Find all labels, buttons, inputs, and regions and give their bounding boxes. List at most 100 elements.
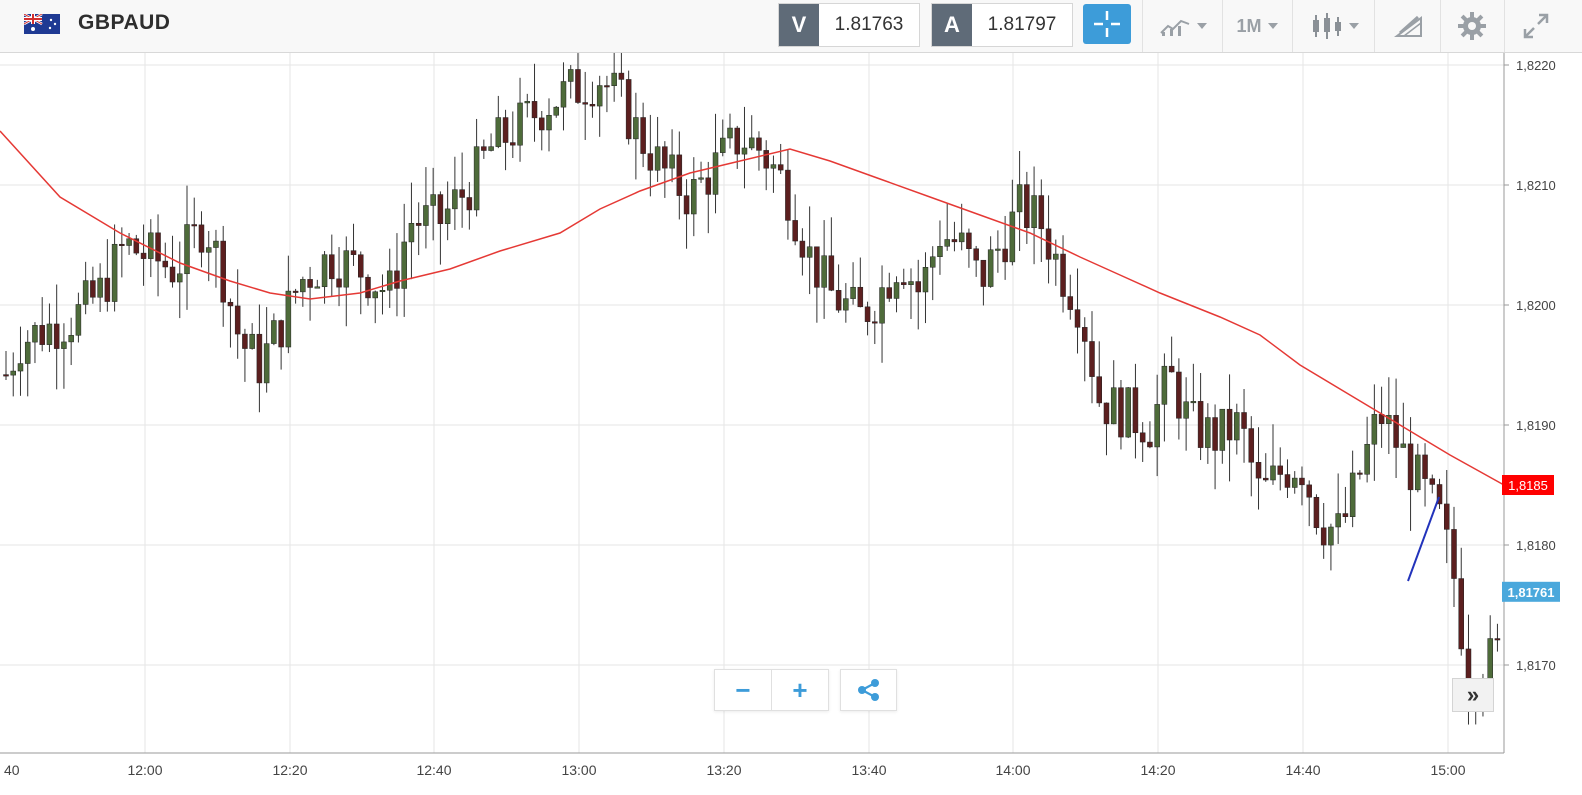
candle-body: [879, 287, 885, 324]
candle-body: [473, 146, 480, 211]
share-button[interactable]: [840, 669, 897, 711]
candle-body: [1176, 371, 1182, 419]
candle-body: [1284, 474, 1291, 488]
candle-body: [1125, 387, 1131, 438]
candle-body: [1024, 184, 1030, 228]
line-chart-icon: [1160, 19, 1190, 36]
candle-body: [872, 321, 878, 324]
candle-body: [205, 247, 212, 253]
sell-price: 1.81763: [834, 14, 904, 35]
x-tick-label: 40: [4, 762, 20, 778]
candle-body: [1263, 477, 1269, 481]
candle-body: [1494, 638, 1501, 641]
candle-body: [227, 301, 234, 307]
candle-body: [386, 270, 393, 291]
candle-body: [893, 282, 900, 299]
sell-price-button[interactable]: V 1.81763: [778, 3, 920, 47]
candle-body: [285, 290, 292, 348]
zoom-in-button[interactable]: +: [792, 674, 808, 705]
candle-body: [75, 304, 82, 336]
candle-body: [321, 254, 328, 288]
candle-body: [1168, 365, 1175, 373]
candle-body: [1053, 253, 1059, 260]
candle-body: [111, 243, 118, 302]
candle-body: [300, 279, 306, 293]
candle-body: [1082, 327, 1088, 342]
candle-body: [242, 333, 248, 349]
candle-body: [567, 69, 574, 82]
candle-body: [683, 195, 690, 215]
candle-body: [539, 117, 545, 131]
candle-body: [358, 254, 364, 278]
candle-body: [1074, 309, 1081, 328]
chart-type-button[interactable]: [1150, 0, 1216, 52]
candle-body: [1306, 484, 1312, 498]
candle-style-button[interactable]: [1300, 0, 1370, 52]
candle-body: [263, 343, 270, 384]
candle-body: [278, 320, 284, 348]
candle-body: [546, 115, 552, 131]
candle-body: [1393, 415, 1399, 448]
candle-body: [271, 320, 277, 344]
candle-body: [184, 224, 190, 275]
candle-body: [922, 267, 929, 293]
candle-body: [1132, 387, 1139, 434]
candle-body: [901, 282, 907, 285]
candle-body: [640, 117, 646, 154]
x-tick-label: 14:00: [995, 762, 1030, 778]
candle-body: [3, 374, 9, 377]
chevron-down-icon: [1197, 23, 1207, 29]
candle-body: [1118, 387, 1124, 438]
crosshair-button[interactable]: [1083, 4, 1131, 44]
buy-price-button[interactable]: A 1.81797: [931, 3, 1073, 47]
instrument-symbol[interactable]: GBPAUD: [78, 11, 171, 34]
candle-body: [1415, 454, 1421, 491]
settings-button[interactable]: [1444, 0, 1500, 52]
candle-body: [886, 287, 893, 299]
share-icon: [857, 679, 879, 701]
candle-body: [575, 69, 581, 103]
expand-icon: [1523, 13, 1549, 39]
candle-body: [748, 137, 755, 149]
candle-body: [734, 127, 740, 155]
candle-body: [1147, 441, 1153, 448]
candle-body: [1349, 472, 1356, 517]
chart-toolbar: GBPAUD V 1.81763 A 1.81797 1M: [0, 0, 1582, 53]
candle-body: [915, 281, 921, 293]
candle-body: [24, 341, 31, 364]
candle-body: [611, 72, 617, 86]
gear-icon: [1458, 12, 1486, 40]
price-chart[interactable]: 1,8220 1,8210 1,8200 1,8190 1,8180 1,8170 40 12…: [0, 53, 1582, 795]
candle-body: [39, 325, 45, 345]
timeframe-button[interactable]: 1M: [1226, 0, 1288, 52]
y-tick-label: 1,8210: [1516, 178, 1556, 193]
candle-body: [662, 146, 668, 169]
candle-body: [1291, 477, 1298, 488]
candle-body: [1002, 248, 1008, 263]
candle-body: [90, 280, 96, 298]
candle-body: [61, 341, 67, 349]
crosshair-icon: [1094, 11, 1120, 37]
candle-body: [350, 250, 357, 255]
candle-body: [481, 146, 487, 151]
drawing-tools-button[interactable]: [1378, 0, 1440, 52]
candle-body: [727, 127, 733, 139]
candle-body: [937, 246, 943, 257]
x-tick-label: 12:20: [272, 762, 307, 778]
candle-body: [307, 279, 313, 288]
candle-body: [336, 278, 342, 288]
candle-body: [46, 323, 53, 345]
candle-body: [843, 298, 849, 311]
candle-body: [987, 249, 994, 287]
candle-body: [698, 177, 704, 180]
candle-body: [162, 260, 169, 268]
candle-body: [1458, 578, 1464, 650]
candle-body: [1219, 408, 1226, 451]
candle-body: [1183, 401, 1189, 419]
candle-body: [944, 239, 950, 247]
candle-body: [1357, 472, 1363, 475]
y-tick-label: 1,8200: [1516, 298, 1556, 313]
scroll-to-latest-button[interactable]: »: [1452, 678, 1494, 712]
fullscreen-button[interactable]: [1508, 0, 1564, 52]
zoom-out-button[interactable]: −: [715, 670, 772, 710]
